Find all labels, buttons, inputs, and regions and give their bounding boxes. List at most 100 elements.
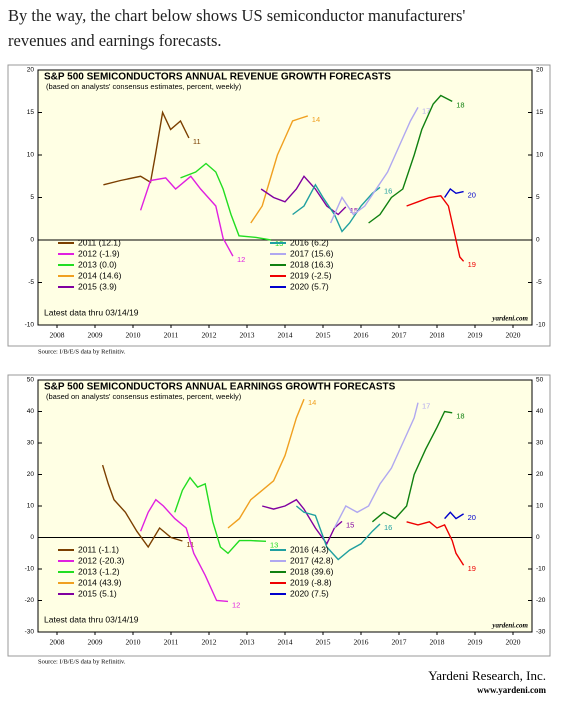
- y-tick-label-right: -10: [536, 566, 546, 573]
- series-end-label: 17: [422, 106, 430, 115]
- series-end-label: 19: [468, 260, 476, 269]
- x-tick-label: 2015: [316, 638, 331, 647]
- y-tick-label-right: 50: [536, 377, 544, 384]
- x-tick-label: 2019: [468, 331, 483, 340]
- x-tick-label: 2012: [202, 638, 217, 647]
- series-end-label: 16: [384, 523, 392, 532]
- y-tick-label: 10: [27, 152, 35, 159]
- series-line: [139, 498, 229, 603]
- legend-label: 2018 (16.3): [290, 259, 334, 269]
- series-end-label: 18: [456, 100, 464, 109]
- source: Source: I/B/E/S data by Refinitiv.: [38, 348, 126, 355]
- chart-subtitle: (based on analysts' consensus estimates,…: [46, 392, 242, 401]
- y-tick-label-right: 0: [536, 534, 540, 541]
- series-end-label: 15: [350, 206, 358, 215]
- series-line: [180, 162, 272, 241]
- y-tick-label: 20: [27, 67, 35, 74]
- legend-label: 2011 (-1.1): [78, 544, 119, 554]
- x-tick-label: 2018: [430, 331, 445, 340]
- y-tick-label-right: -30: [536, 629, 546, 636]
- legend-label: 2016 (4.3): [290, 544, 329, 554]
- legend-label: 2019 (-2.5): [290, 270, 332, 280]
- y-tick-label-right: -20: [536, 597, 546, 604]
- series-line: [139, 175, 234, 257]
- y-tick-label-right: 20: [536, 471, 544, 478]
- series-end-label: 11: [186, 540, 194, 549]
- x-tick-label: 2009: [88, 638, 103, 647]
- series-line: [262, 498, 343, 546]
- chart-title: S&P 500 SEMICONDUCTORS ANNUAL REVENUE GR…: [44, 72, 391, 83]
- series-line: [329, 107, 419, 224]
- legend-label: 2013 (-1.2): [78, 566, 120, 576]
- legend-label: 2019 (-8.8): [290, 577, 332, 587]
- y-tick-label: 50: [27, 377, 35, 384]
- series-end-label: 19: [468, 564, 476, 573]
- y-tick-label: 15: [27, 109, 35, 116]
- y-tick-label: -10: [25, 322, 35, 329]
- source: Source: I/B/E/S data by Refinitiv.: [38, 658, 126, 665]
- legend-label: 2014 (14.6): [78, 270, 122, 280]
- x-tick-label: 2010: [126, 638, 141, 647]
- y-tick-label-right: 10: [536, 152, 544, 159]
- series-line: [292, 183, 381, 233]
- series-end-label: 12: [232, 600, 240, 609]
- x-tick-label: 2009: [88, 331, 103, 340]
- legend-label: 2015 (3.9): [78, 281, 117, 291]
- x-tick-label: 2010: [126, 331, 141, 340]
- x-tick-label: 2011: [164, 638, 179, 647]
- y-tick-label-right: 30: [536, 440, 544, 447]
- y-tick-label: 40: [27, 408, 35, 415]
- series-line: [406, 521, 465, 566]
- y-tick-label: -20: [25, 597, 35, 604]
- x-tick-label: 2015: [316, 331, 331, 340]
- series-line: [295, 505, 381, 561]
- chart-title: S&P 500 SEMICONDUCTORS ANNUAL EARNINGS G…: [44, 382, 396, 393]
- legend-label: 2017 (15.6): [290, 248, 334, 258]
- y-tick-label: -5: [28, 279, 34, 286]
- series-end-label: 14: [312, 115, 320, 124]
- footer-company: Yardeni Research, Inc.: [428, 668, 546, 683]
- series-end-label: 12: [237, 255, 245, 264]
- x-tick-label: 2008: [50, 638, 65, 647]
- legend-label: 2011 (12.1): [78, 237, 121, 247]
- series-end-label: 13: [270, 540, 278, 549]
- series-line: [227, 398, 305, 529]
- x-tick-label: 2018: [430, 638, 445, 647]
- chart-subtitle: (based on analysts' consensus estimates,…: [46, 82, 242, 91]
- y-tick-label-right: 40: [536, 408, 544, 415]
- legend-label: 2016 (6.2): [290, 237, 329, 247]
- x-tick-label: 2014: [278, 638, 293, 647]
- series-end-label: 11: [193, 137, 201, 146]
- y-tick-label-right: -5: [536, 279, 542, 286]
- series-line: [444, 511, 464, 520]
- series-end-label: 20: [468, 513, 476, 522]
- series-end-label: 15: [346, 520, 354, 529]
- x-tick-label: 2020: [506, 638, 521, 647]
- series-line: [406, 195, 465, 262]
- series-line: [371, 410, 453, 523]
- x-tick-label: 2020: [506, 331, 521, 340]
- series-line: [174, 476, 267, 555]
- legend-label: 2017 (42.8): [290, 555, 334, 565]
- y-tick-label: 0: [30, 237, 34, 244]
- x-tick-label: 2013: [240, 638, 255, 647]
- series-line: [101, 464, 183, 549]
- legend-label: 2018 (39.6): [290, 566, 334, 576]
- x-tick-label: 2017: [392, 331, 407, 340]
- series-end-label: 20: [468, 191, 476, 200]
- y-tick-label-right: 15: [536, 109, 544, 116]
- legend-label: 2020 (7.5): [290, 588, 329, 598]
- series-end-label: 17: [422, 402, 430, 411]
- legend-label: 2014 (43.9): [78, 577, 122, 587]
- y-tick-label: 0: [30, 534, 34, 541]
- watermark: yardeni.com: [491, 315, 528, 323]
- legend-label: 2013 (0.0): [78, 259, 117, 269]
- y-tick-label: -10: [25, 566, 35, 573]
- plot-area: [37, 69, 533, 326]
- series-line: [103, 110, 190, 186]
- series-end-label: 14: [308, 398, 316, 407]
- x-tick-label: 2016: [354, 638, 369, 647]
- note: Latest data thru 03/14/19: [44, 307, 139, 317]
